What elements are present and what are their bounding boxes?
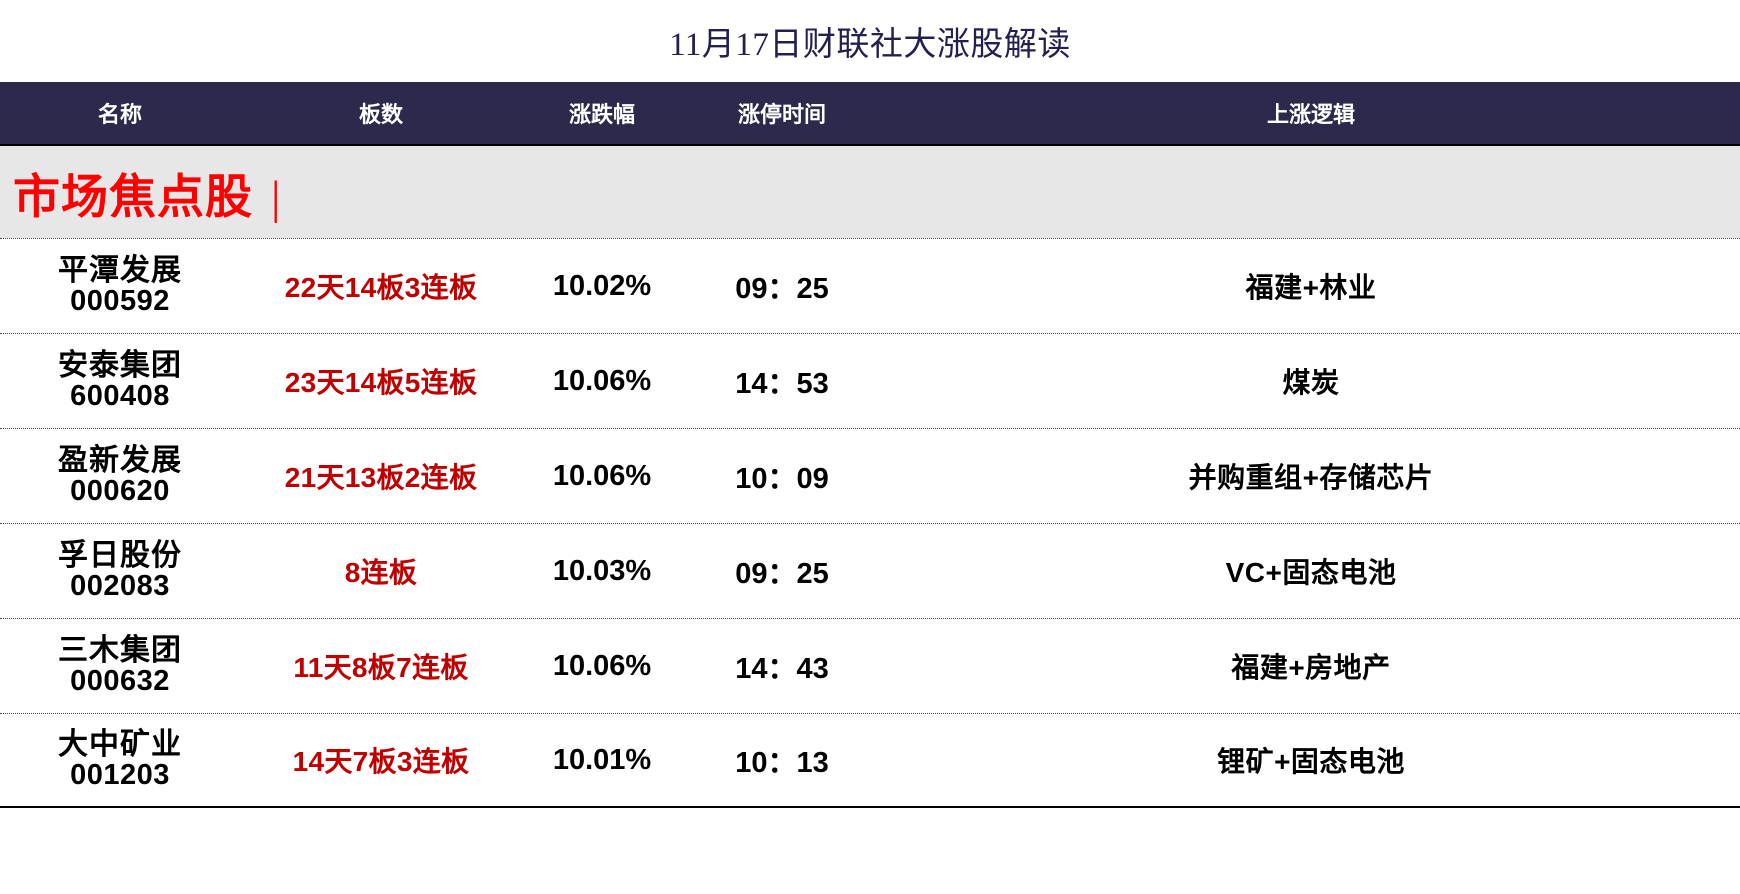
table-row[interactable]: 平潭发展 000592 22天14板3连板 10.02% 09：25 福建+林业 — [0, 238, 1740, 333]
section-title-divider: | — [271, 171, 282, 224]
stock-name-cell: 安泰集团 600408 — [0, 348, 240, 412]
logic-cell: 福建+林业 — [1245, 272, 1377, 303]
board-count-cell: 23天14板5连板 — [284, 367, 478, 398]
board-count-cell: 14天7板3连板 — [292, 746, 470, 777]
column-header-board: 板数 — [358, 102, 403, 127]
stock-name-cell: 平潭发展 000592 — [0, 253, 240, 317]
change-pct-cell: 10.06% — [552, 364, 652, 397]
logic-cell: VC+固态电池 — [1225, 557, 1397, 588]
board-count-cell: 8连板 — [344, 557, 418, 588]
section-header-market-focus: 市场焦点股 | — [0, 144, 1740, 238]
column-header-limit-up-time: 涨停时间 — [737, 102, 826, 127]
change-pct-cell: 10.06% — [552, 649, 652, 682]
column-header-name: 名称 — [97, 102, 142, 127]
table-row[interactable]: 大中矿业 001203 14天7板3连板 10.01% 10：13 锂矿+固态电… — [0, 713, 1740, 808]
stock-name: 安泰集团 — [58, 348, 182, 382]
stock-name: 平潭发展 — [58, 253, 182, 287]
stock-code: 000592 — [70, 284, 170, 317]
table-column-header: 名称 板数 涨跌幅 涨停时间 上涨逻辑 — [0, 82, 1740, 144]
logic-cell: 煤炭 — [1282, 367, 1340, 398]
stock-name-cell: 三木集团 000632 — [0, 633, 240, 697]
limit-up-time-cell: 09：25 — [735, 558, 829, 590]
table-row[interactable]: 安泰集团 600408 23天14板5连板 10.06% 14：53 煤炭 — [0, 333, 1740, 428]
change-pct-cell: 10.02% — [552, 269, 652, 302]
stock-name-cell: 孚日股份 002083 — [0, 538, 240, 602]
limit-up-time-cell: 10：09 — [735, 463, 829, 495]
stock-code: 002083 — [70, 569, 170, 602]
limit-up-time-cell: 10：13 — [735, 747, 829, 779]
board-count-cell: 11天8板7连板 — [293, 652, 469, 683]
report-title-bar: 11月17日财联社大涨股解读 — [0, 0, 1740, 82]
stock-name: 孚日股份 — [58, 538, 182, 572]
column-header-logic: 上涨逻辑 — [1266, 102, 1355, 127]
stock-code: 000632 — [70, 664, 170, 697]
stock-name-cell: 盈新发展 000620 — [0, 443, 240, 507]
logic-cell: 福建+房地产 — [1231, 652, 1391, 683]
limit-up-time-cell: 09：25 — [735, 273, 829, 305]
stock-code: 001203 — [70, 758, 170, 791]
change-pct-cell: 10.01% — [552, 743, 652, 776]
stock-code: 000620 — [70, 474, 170, 507]
stock-name-cell: 大中矿业 001203 — [0, 727, 240, 791]
board-count-cell: 22天14板3连板 — [284, 272, 478, 303]
section-title: 市场焦点股 | — [0, 158, 281, 227]
stock-name: 大中矿业 — [58, 727, 182, 761]
limit-up-time-cell: 14：53 — [735, 368, 829, 400]
column-header-change-pct: 涨跌幅 — [568, 102, 635, 127]
logic-cell: 并购重组+存储芯片 — [1188, 462, 1434, 493]
table-row[interactable]: 三木集团 000632 11天8板7连板 10.06% 14：43 福建+房地产 — [0, 618, 1740, 713]
stock-name: 三木集团 — [58, 633, 182, 667]
stock-code: 600408 — [70, 379, 170, 412]
change-pct-cell: 10.06% — [552, 459, 652, 492]
page-title: 11月17日财联社大涨股解读 — [669, 27, 1071, 63]
section-title-label: 市场焦点股 — [13, 171, 253, 224]
table-row[interactable]: 孚日股份 002083 8连板 10.03% 09：25 VC+固态电池 — [0, 523, 1740, 618]
change-pct-cell: 10.03% — [552, 554, 652, 587]
stock-name: 盈新发展 — [58, 443, 182, 477]
table-row[interactable]: 盈新发展 000620 21天13板2连板 10.06% 10：09 并购重组+… — [0, 428, 1740, 523]
board-count-cell: 21天13板2连板 — [284, 462, 478, 493]
logic-cell: 锂矿+固态电池 — [1217, 746, 1405, 777]
limit-up-time-cell: 14：43 — [735, 653, 829, 685]
